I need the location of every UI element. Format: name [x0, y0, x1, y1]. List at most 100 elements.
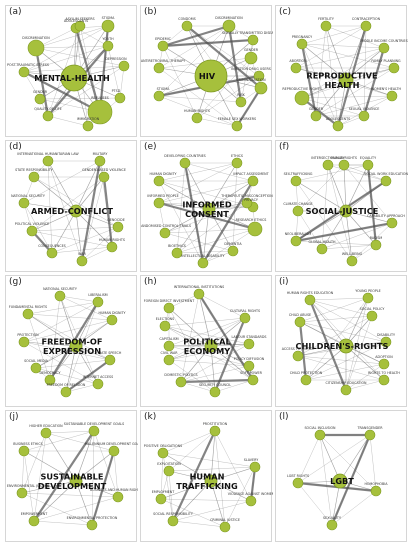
edge	[180, 343, 250, 383]
edge	[168, 470, 212, 482]
edge	[202, 250, 234, 264]
edge-strong	[308, 299, 348, 391]
panel-l: SOCIAL INCLUSION TRANSGENDER LGBT RIGHTS HO…	[275, 410, 407, 542]
node-label: GENOCIDE	[107, 218, 125, 222]
node	[253, 70, 265, 82]
edge	[75, 176, 105, 212]
node	[388, 62, 400, 74]
node-label: HUMAN DIGNITY	[98, 311, 126, 315]
node	[231, 157, 243, 169]
panel-letter: (i)	[279, 277, 289, 287]
node	[294, 316, 306, 328]
node-label: EXPLOITATION	[157, 462, 181, 466]
node	[60, 386, 72, 398]
node	[88, 425, 100, 437]
edge	[295, 180, 353, 262]
edge	[305, 363, 385, 381]
node-label: DEPRESSION	[105, 57, 127, 61]
edge	[81, 226, 119, 262]
edge	[93, 430, 119, 498]
edge	[21, 450, 25, 494]
panel-letter: (h)	[144, 277, 157, 287]
node-label: CRIMINALIZATION	[236, 78, 266, 82]
node	[231, 120, 243, 132]
edge	[295, 47, 385, 69]
edge	[158, 25, 230, 69]
edges	[158, 162, 256, 264]
node-label: PROSTITUTION	[203, 422, 228, 426]
center-node	[202, 202, 216, 216]
edge	[59, 295, 99, 385]
edge	[160, 498, 226, 528]
node-label: REFUGEES	[91, 96, 109, 100]
edge	[75, 210, 83, 262]
edge	[27, 313, 111, 361]
node	[86, 519, 98, 531]
edge	[176, 250, 234, 254]
node-label: CLIMATE CHANGE	[283, 202, 312, 206]
node	[340, 384, 352, 396]
center-label: LGBT	[330, 476, 354, 486]
edge	[345, 297, 369, 391]
network-graph: ADOLESCENTS STIGMA DISCRIMINATION YOUTH POST…	[7, 16, 130, 132]
node	[171, 247, 183, 259]
node-label: ANTIRETROVIRAL THERAPY	[141, 59, 186, 63]
node-label: YOUTH	[102, 37, 114, 41]
edge	[172, 480, 212, 522]
edge	[168, 359, 250, 367]
node	[153, 62, 165, 74]
node	[292, 350, 304, 362]
edge	[164, 325, 212, 347]
edge	[23, 450, 77, 482]
node	[294, 90, 310, 106]
edge	[180, 365, 250, 383]
edge	[309, 297, 369, 301]
edge	[343, 164, 387, 182]
node-label: REPRODUCTIVE RIGHTS	[282, 87, 321, 91]
edge-strong	[172, 430, 216, 522]
edge	[345, 210, 393, 224]
edge	[160, 480, 212, 500]
node-label: RISK	[237, 93, 245, 97]
edge	[210, 430, 216, 482]
node	[46, 247, 58, 259]
edge	[309, 299, 347, 347]
edge	[210, 466, 256, 482]
node-label: EMPLOYMENT	[152, 490, 175, 494]
node-label: CIVIL WAR	[160, 351, 178, 355]
nodes	[18, 155, 124, 267]
edge-strong	[362, 47, 386, 117]
edge	[164, 325, 254, 381]
node-label: CITIZENSHIP EDUCATION	[325, 381, 367, 385]
node-label: CRIMINAL JUSTICE	[210, 518, 240, 522]
edge	[319, 434, 377, 492]
node-label: ADOLESCENTS	[64, 19, 88, 23]
node	[247, 34, 259, 46]
node-label: ELECTIONS	[156, 317, 174, 321]
panel-d: INTERNATIONAL HUMANITARIAN LAW MILITARY GE…	[5, 140, 137, 272]
node	[92, 378, 104, 390]
node	[358, 110, 370, 122]
node	[118, 60, 130, 72]
node	[219, 521, 231, 533]
node-labels: DEVELOPING COUNTRIES ETHICS HUMAN DIGNITY I…	[141, 154, 273, 258]
node	[239, 312, 251, 324]
node	[197, 257, 209, 269]
node-label: LABOUR STANDARDS	[232, 335, 267, 339]
network-graph: INTERSECTIONALITY EQUALITY SEX-TRAFFICKING…	[283, 156, 408, 267]
edge	[208, 202, 248, 210]
node	[386, 90, 398, 102]
edge	[23, 341, 77, 347]
panel-letter: (c)	[279, 7, 291, 17]
edge-strong	[180, 378, 254, 384]
network-graph: NATIONAL SECURITY LIBERALISM FUNDAMENTAL R…	[9, 287, 127, 398]
node	[292, 477, 304, 489]
node-label: INTERSECTIONALITY	[311, 156, 345, 160]
node	[108, 445, 120, 457]
edge	[232, 162, 238, 252]
panel-j: SUSTAINABLE DEVELOPMENT GOALS HIGHER EDUC…	[5, 410, 138, 542]
node-label: EQUALITY	[360, 156, 377, 160]
node	[114, 92, 126, 104]
node-label: INTELLECTUAL DISABILITY	[181, 254, 225, 258]
node-label: ADOLESCENTS	[326, 117, 350, 121]
